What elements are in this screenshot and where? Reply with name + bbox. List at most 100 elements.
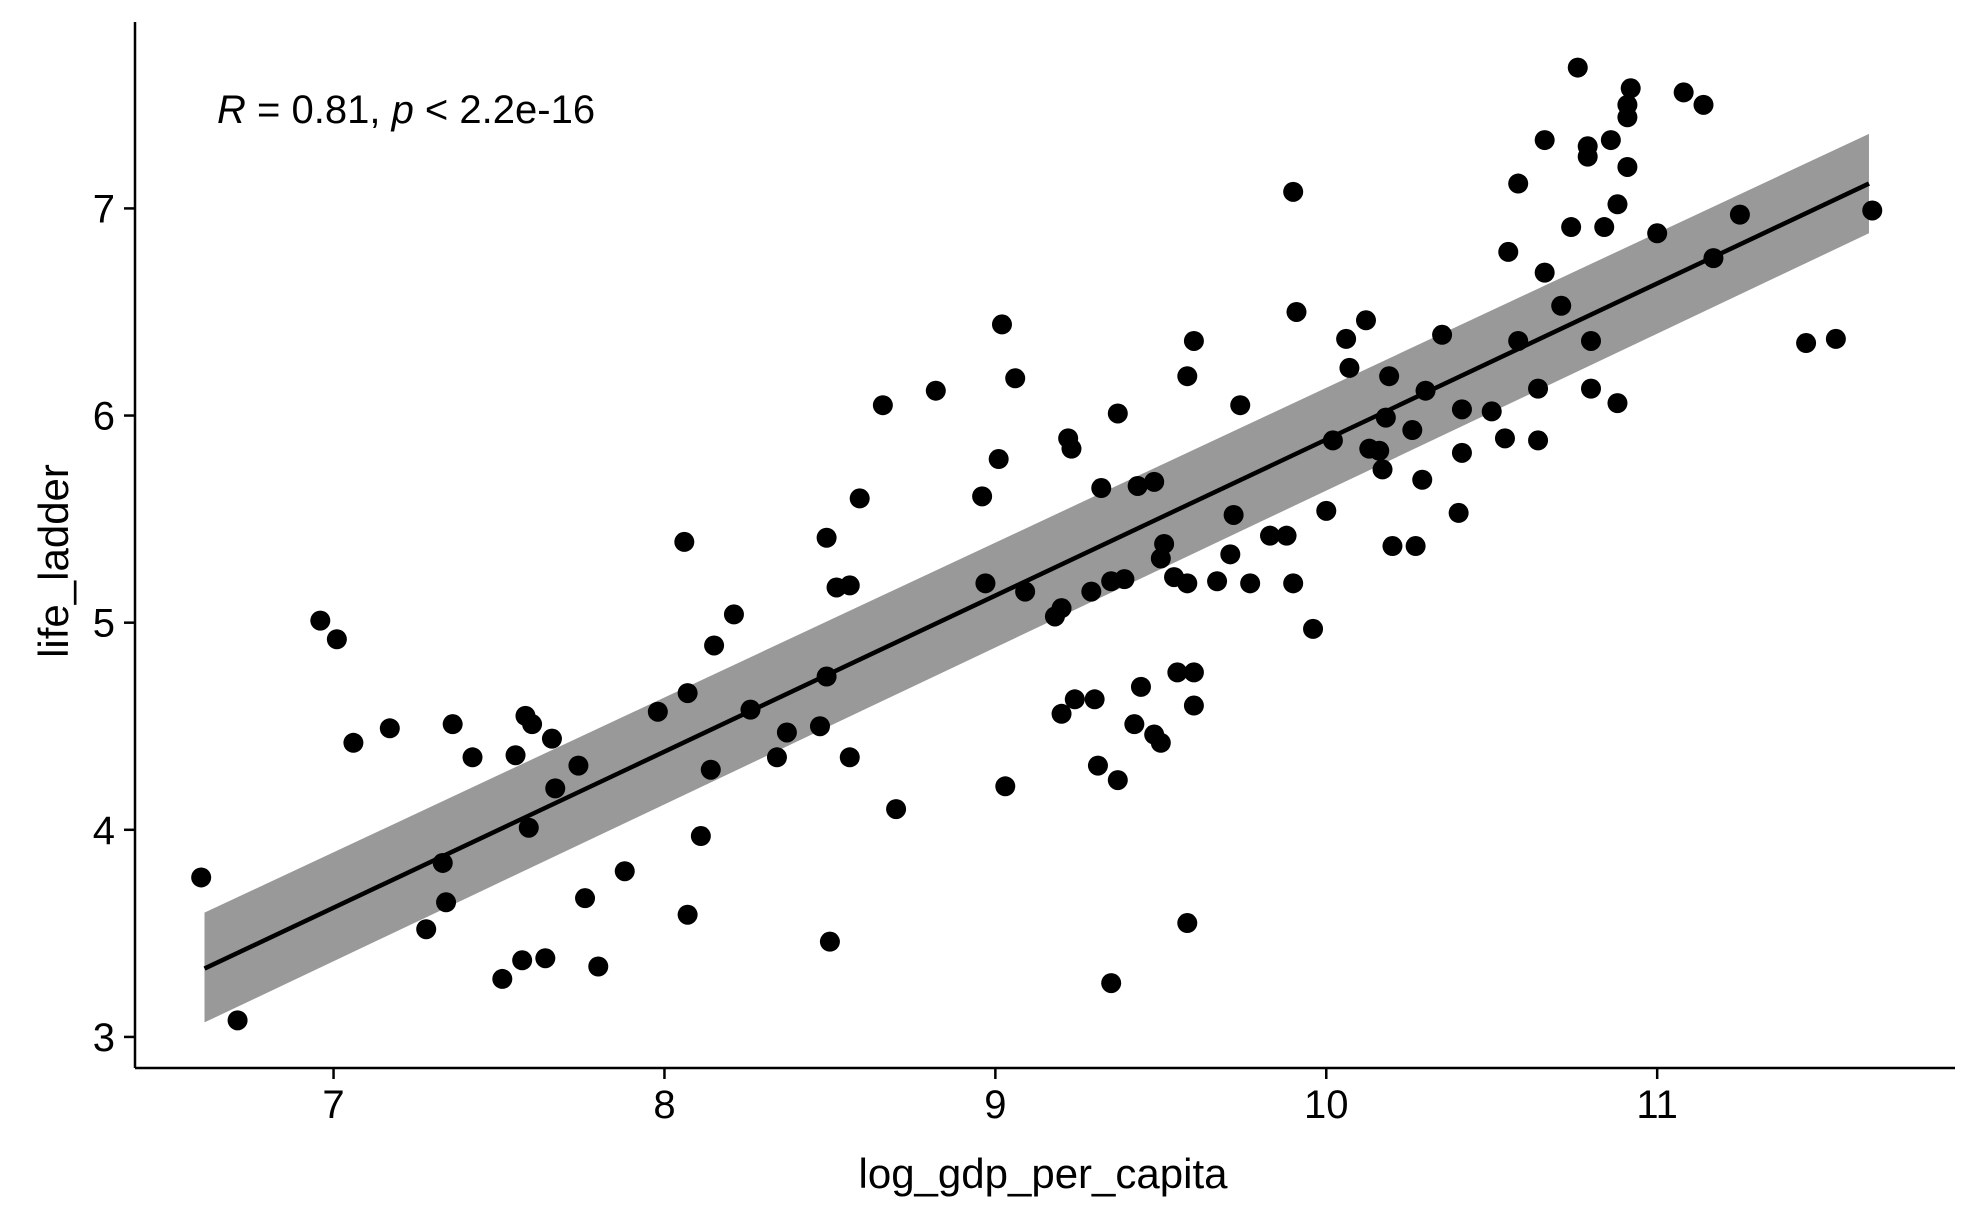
data-point: [1286, 301, 1307, 322]
data-point: [1432, 324, 1453, 345]
x-tick-label: 8: [653, 1083, 675, 1127]
data-point: [588, 956, 609, 977]
y-tick-label: 4: [93, 809, 115, 853]
data-point: [1130, 676, 1151, 697]
data-point: [972, 486, 993, 507]
data-point: [776, 722, 797, 743]
p-symbol: p: [391, 88, 414, 132]
y-tick-label: 6: [93, 395, 115, 439]
data-point: [1144, 471, 1165, 492]
x-axis-title: log_gdp_per_capita: [859, 1150, 1229, 1197]
data-point: [1183, 695, 1204, 716]
x-tick-label: 10: [1304, 1083, 1349, 1127]
data-point: [1150, 732, 1171, 753]
data-point: [1114, 569, 1135, 590]
data-point: [492, 968, 513, 989]
data-point: [1561, 217, 1582, 238]
data-point: [1620, 78, 1641, 99]
data-point: [1127, 475, 1148, 496]
data-point: [849, 488, 870, 509]
data-point: [505, 745, 526, 766]
data-point: [1581, 378, 1601, 399]
data-point: [677, 683, 698, 704]
regression-line: [203, 181, 1870, 971]
data-point: [886, 799, 907, 820]
data-point: [872, 395, 893, 416]
data-point: [1862, 200, 1883, 221]
data-point: [1061, 438, 1082, 459]
y-axis-title: life_ladder: [30, 464, 77, 658]
data-point: [1451, 399, 1472, 420]
data-point: [1276, 525, 1297, 546]
data-point: [1729, 204, 1750, 225]
data-point: [1825, 328, 1846, 349]
data-point: [436, 892, 457, 913]
data-point: [1508, 330, 1529, 351]
data-point: [1316, 500, 1337, 521]
x-tick-label: 7: [322, 1083, 344, 1127]
x-tick-label: 11: [1636, 1083, 1678, 1127]
data-point: [819, 931, 840, 952]
y-tick-label: 5: [93, 602, 115, 646]
data-point: [614, 861, 635, 882]
data-point: [442, 714, 463, 735]
data-point: [1183, 662, 1204, 683]
data-point: [925, 380, 946, 401]
data-point: [674, 531, 695, 552]
data-point: [1107, 770, 1128, 791]
data-point: [1693, 94, 1714, 115]
data-point: [1448, 502, 1469, 523]
data-point: [1355, 310, 1376, 331]
data-point: [1207, 571, 1228, 592]
data-point: [766, 747, 787, 768]
data-point: [1322, 430, 1343, 451]
data-point: [1528, 378, 1549, 399]
data-point: [1107, 403, 1128, 424]
data-point: [1551, 295, 1572, 316]
data-point: [1051, 598, 1072, 619]
data-point: [1015, 581, 1036, 602]
data-point: [1594, 217, 1615, 238]
data-point: [1303, 618, 1324, 639]
y-axis: 3 4 5 6 7: [93, 22, 137, 1068]
data-point: [1402, 420, 1423, 441]
data-point: [1534, 262, 1555, 283]
data-point: [1260, 525, 1281, 546]
data-point: [1101, 973, 1122, 994]
data-point: [432, 852, 453, 873]
data-point: [522, 714, 543, 735]
data-point: [1494, 428, 1515, 449]
data-point: [1005, 368, 1026, 389]
data-point: [816, 666, 837, 687]
data-point: [1124, 714, 1145, 735]
y-tick-label: 7: [93, 187, 115, 231]
data-point: [839, 575, 860, 596]
data-point: [1177, 573, 1198, 594]
data-point: [227, 1010, 248, 1031]
data-point: [1498, 241, 1519, 262]
data-point: [1064, 689, 1085, 710]
data-point: [1081, 581, 1102, 602]
data-point: [1167, 662, 1188, 683]
data-point: [1177, 366, 1198, 387]
points-layer: [191, 57, 1883, 1031]
data-point: [416, 919, 437, 940]
data-point: [1508, 173, 1529, 194]
regression-line-layer: [203, 181, 1870, 971]
data-point: [1372, 459, 1393, 480]
data-point: [740, 699, 761, 720]
data-point: [1617, 156, 1638, 177]
data-point: [1528, 430, 1549, 451]
data-point: [690, 826, 711, 847]
data-point: [647, 701, 668, 722]
x-tick-label: 9: [984, 1083, 1006, 1127]
data-point: [700, 759, 721, 780]
correlation-annotation: R = 0.81, p < 2.2e-16: [217, 88, 595, 132]
data-point: [191, 867, 212, 888]
data-point: [1412, 469, 1433, 490]
r-symbol: R: [217, 88, 246, 132]
data-point: [1673, 82, 1694, 103]
data-point: [1379, 366, 1400, 387]
data-point: [1375, 407, 1396, 428]
